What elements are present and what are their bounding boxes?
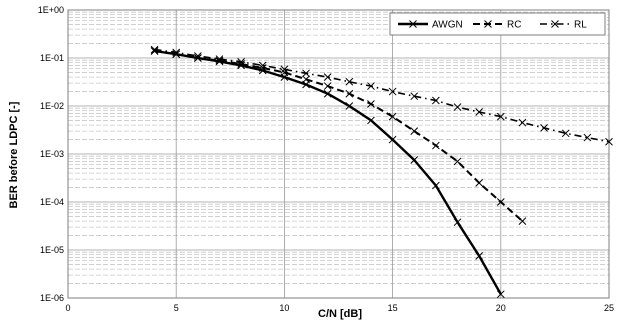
y-tick-label: 1E-03 (40, 149, 64, 159)
series-rl (150, 45, 613, 146)
x-tick-label: 10 (279, 303, 289, 313)
data-point-marker (302, 69, 310, 78)
data-point-marker (518, 217, 527, 225)
data-point-marker (258, 61, 267, 70)
legend-item-awgn: AWGN (398, 20, 463, 31)
data-point-marker (605, 137, 613, 146)
data-point-marker (367, 100, 375, 108)
data-point-marker (432, 96, 440, 105)
legend: AWGN RC RL (389, 12, 606, 36)
y-axis-title: BER before LDPC [-] (8, 101, 20, 208)
data-point-marker (583, 133, 592, 142)
data-point-marker (345, 102, 354, 110)
x-tick-label: 15 (388, 303, 398, 313)
data-point-marker (193, 54, 202, 62)
data-point-marker (561, 129, 570, 138)
y-tick-label: 1E-05 (40, 245, 64, 255)
data-point-marker (409, 20, 417, 28)
legend-label: RL (574, 20, 587, 31)
data-point-marker (453, 157, 462, 166)
y-tick-label: 1E-01 (40, 53, 64, 63)
data-point-marker (323, 73, 332, 81)
data-point-marker (432, 141, 440, 150)
data-point-marker (410, 156, 419, 164)
data-point-marker (453, 218, 462, 227)
data-point-marker (540, 124, 548, 132)
data-point-marker (237, 58, 245, 66)
data-point-marker (551, 20, 559, 28)
legend-label: RC (507, 20, 521, 31)
data-point-marker (518, 118, 527, 127)
legend-label: AWGN (432, 20, 463, 31)
data-point-marker (484, 20, 492, 28)
data-point-marker (496, 112, 505, 121)
y-tick-label: 1E-06 (40, 293, 64, 303)
x-tick-label: 5 (174, 303, 179, 313)
legend-item-rl: RL (540, 20, 587, 31)
data-point-marker (388, 87, 397, 96)
data-point-marker (388, 135, 397, 144)
data-point-marker (323, 89, 332, 98)
data-point-marker (496, 290, 505, 299)
data-point-marker (172, 48, 181, 57)
data-point-marker (475, 179, 484, 187)
series-layer (150, 45, 613, 299)
data-point-marker (410, 127, 419, 135)
x-tick-label: 0 (65, 303, 70, 313)
data-point-marker (475, 252, 484, 260)
data-point-marker (302, 75, 310, 84)
plot-border (67, 9, 610, 299)
data-point-marker (323, 82, 332, 90)
data-point-marker (258, 64, 267, 72)
data-point-marker (388, 112, 397, 121)
data-point-marker (150, 47, 159, 55)
data-point-marker (215, 56, 224, 65)
legend-item-rc: RC (473, 20, 521, 31)
data-point-marker (453, 103, 462, 111)
x-tick-label: 20 (496, 303, 506, 313)
data-point-marker (345, 89, 354, 98)
x-tick-label: 25 (604, 303, 614, 313)
data-point-marker (496, 198, 505, 206)
series-line (154, 50, 524, 222)
data-point-marker (215, 55, 224, 63)
x-axis-title: C/N [dB] (318, 308, 362, 320)
data-point-marker (432, 181, 440, 190)
y-tick-label: 1E-02 (40, 101, 64, 111)
data-point-marker (475, 108, 484, 116)
y-tick-label: 1E-04 (40, 197, 64, 207)
data-point-marker (193, 52, 202, 60)
data-point-marker (345, 77, 354, 86)
data-point-marker (150, 45, 159, 54)
data-point-marker (237, 61, 245, 70)
axes: 1E+00 1E-01 1E-02 1E-03 1E-04 1E-05 1E-060 5 10 1… (38, 5, 614, 313)
data-point-marker (280, 65, 289, 74)
data-point-marker (367, 82, 375, 90)
grid (67, 9, 610, 299)
y-tick-label: 1E+00 (38, 5, 64, 15)
data-point-marker (410, 92, 419, 101)
data-point-marker (367, 116, 375, 125)
